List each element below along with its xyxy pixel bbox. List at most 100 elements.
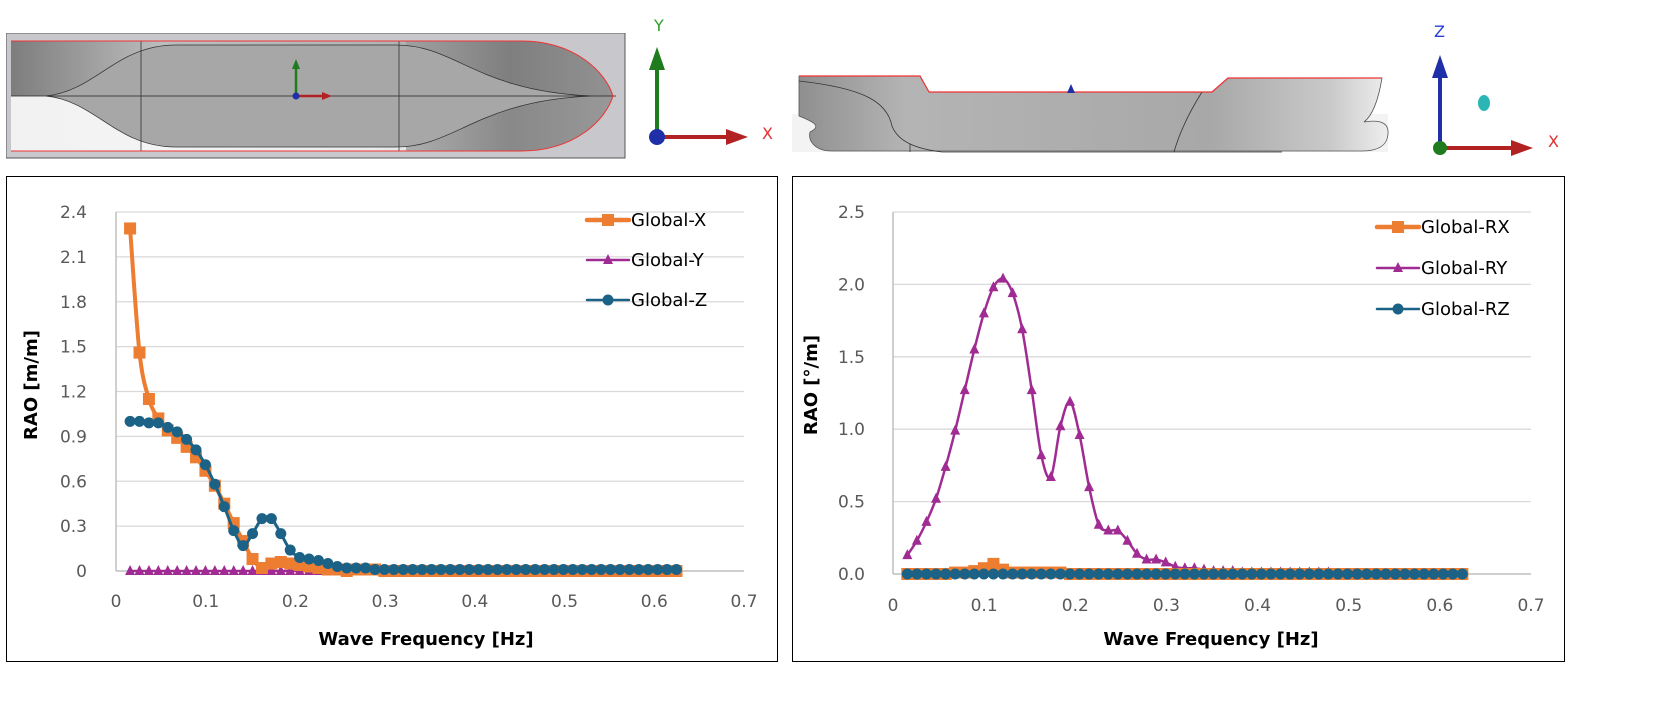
x-tick-label: 0.2 [1062,596,1089,616]
data-point [1236,568,1248,580]
hull-side-view [792,66,1392,158]
series-line [128,228,677,574]
data-point [1150,568,1162,580]
data-point [1045,470,1056,481]
data-point [191,565,202,575]
data-point [987,568,999,580]
data-point [902,549,913,560]
data-point [1342,568,1354,580]
data-point [1361,568,1373,580]
x-tick-label: 0.3 [1153,596,1180,616]
data-point [911,534,922,545]
data-point [1447,568,1459,580]
data-point [1399,568,1411,580]
data-point [284,544,296,556]
light-source-icon [1478,95,1490,111]
z-axis-letter: Z [1434,22,1445,41]
data-point [1179,568,1191,580]
data-point [1275,568,1287,580]
data-point [1160,568,1172,580]
data-point [142,392,155,405]
legend-item: Global-RZ [1375,299,1510,320]
legend-marker-icon [1392,303,1404,315]
data-point [1370,568,1382,580]
data-point [274,556,287,569]
data-point [171,426,183,438]
data-point [294,552,306,564]
x-axis-letter: X [762,124,773,143]
legend-item: Global-X [584,210,706,231]
legend-label: Global-Z [631,290,707,311]
data-point [435,564,447,576]
data-point [567,564,579,576]
data-point [1313,568,1325,580]
data-point [1141,553,1152,564]
data-point [218,501,230,513]
data-point [219,565,230,575]
data-point [172,565,183,575]
data-point [1074,428,1085,439]
data-point [1322,568,1334,580]
y-axis-title: RAO [m/m] [21,330,42,440]
data-point [1103,524,1114,535]
data-point [548,564,560,576]
data-point [1198,568,1210,580]
data-point [1007,287,1018,298]
x-tick-label: 0.7 [730,592,757,612]
data-point [265,513,277,525]
data-point [407,564,419,576]
data-point [256,513,268,525]
y-tick-label: 2.1 [60,248,87,268]
data-point [1007,568,1019,580]
x-tick-label: 0.6 [1426,596,1453,616]
data-point [1093,518,1104,529]
data-point [1074,568,1086,580]
chart-rotational-rao-plot: 0.0 0.5 1.0 1.5 2.0 2.5 0 0.1 0.2 0.3 0.4 0.5 0.6 0.7… [801,203,1545,650]
data-point [1141,568,1153,580]
data-point [360,562,372,574]
data-point [1456,568,1468,580]
x-tick-label: 0.2 [282,592,309,612]
x-tick-label: 0.4 [461,592,488,612]
data-point [124,415,136,427]
data-point [605,564,617,576]
data-point [959,568,971,580]
data-point [950,424,961,435]
data-point [285,565,296,575]
data-point [1332,568,1344,580]
y-tick-label: 0.0 [838,565,865,585]
data-point [978,568,990,580]
data-point [238,565,249,575]
y-tick-label: 0.9 [60,427,87,447]
legend-marker-icon [603,254,613,264]
data-point [539,564,551,576]
x-tick-label: 0.7 [1517,596,1544,616]
data-point [247,528,259,540]
y-tick-label: 1.0 [838,420,865,440]
data-point [181,565,192,575]
y-tick-label: 2.0 [838,275,865,295]
data-point [246,553,259,566]
data-point [642,564,654,576]
y-tick-label: 1.5 [60,338,87,358]
y-tick-label: 2.5 [838,203,865,223]
hull-side-view-render [792,75,1389,153]
data-point [1084,481,1095,492]
legend-item: Global-Y [585,250,705,271]
data-point [1017,323,1028,334]
y-tick-label: 0.3 [60,517,87,537]
data-point [1035,568,1047,580]
series-line [906,277,1463,576]
chart-translational-rao: 0 0.3 0.6 0.9 1.2 1.5 1.8 2.1 2.4 0 0.1 0.2 0.3 0.4 0.… [6,176,778,662]
data-point [209,478,221,490]
y-tick-label: 2.4 [60,203,87,223]
data-point [209,565,220,575]
data-point [1151,553,1162,564]
data-point [143,565,154,575]
data-point [930,568,942,580]
data-point [1246,568,1258,580]
data-point [1102,568,1114,580]
data-point [190,444,202,456]
data-point [397,564,409,576]
data-point [1122,534,1133,545]
